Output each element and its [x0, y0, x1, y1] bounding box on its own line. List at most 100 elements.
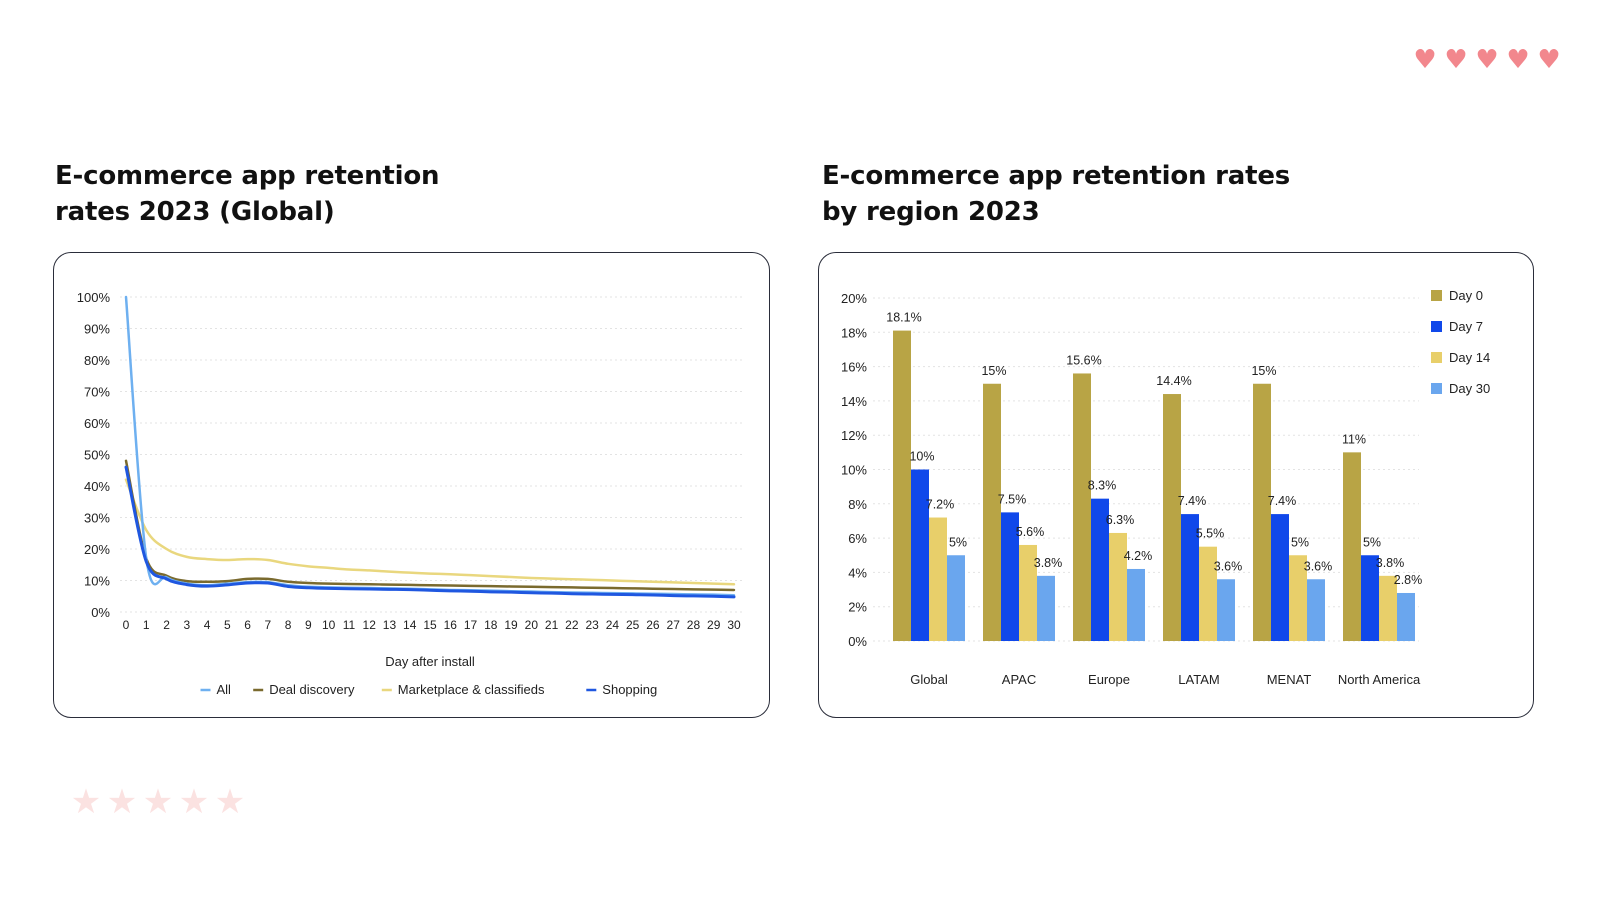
legend-swatch-day-0	[1431, 290, 1442, 301]
data-label: 15.6%	[1066, 353, 1101, 367]
line-chart-title-line1: E-commerce app retention	[55, 161, 440, 191]
bar-day-14	[1109, 532, 1127, 641]
bar-chart-title-line1: E-commerce app retention rates	[822, 161, 1291, 191]
stars-rating: ★ ★ ★ ★ ★	[70, 782, 246, 822]
data-label: 3.6%	[1304, 559, 1333, 573]
data-label: 11%	[1342, 432, 1366, 446]
x-category-label: LATAM	[1178, 672, 1219, 687]
legend-label-day-0: Day 0	[1449, 288, 1483, 303]
x-tick-label: 8	[285, 618, 292, 632]
heart-icon: ♥	[1537, 45, 1561, 75]
x-tick-label: 7	[265, 618, 272, 632]
data-label: 5%	[949, 535, 967, 549]
bar-day-7	[1181, 514, 1199, 641]
y-tick-label: 80%	[84, 353, 110, 368]
x-tick-label: 25	[626, 618, 640, 632]
series-line-marketplace-classifieds	[124, 478, 736, 586]
x-tick-label: 28	[687, 618, 701, 632]
bar-day-7	[1361, 555, 1379, 641]
legend-label-marketplace-classifieds: Marketplace & classifieds	[398, 682, 545, 697]
series-line-shopping	[124, 465, 736, 599]
y-tick-label: 20%	[84, 542, 110, 557]
line-chart: 0%10%20%30%40%50%60%70%80%90%100%0 1 2 3 4 5 6…	[77, 290, 744, 697]
bar-day-0	[983, 383, 1001, 641]
legend-label-day-14: Day 14	[1449, 350, 1490, 365]
star-icon: ★	[142, 782, 174, 822]
y-tick-label: 10%	[84, 574, 110, 589]
y-tick-label: 8%	[848, 497, 867, 512]
heart-icon: ♥	[1506, 45, 1530, 75]
y-tick-label: 90%	[84, 322, 110, 337]
legend-label-deal-discovery: Deal discovery	[269, 682, 355, 697]
x-tick-label: 22	[565, 618, 579, 632]
y-tick-label: 0%	[848, 634, 867, 649]
y-tick-label: 16%	[841, 360, 867, 375]
line-chart-title: E-commerce app retention rates 2023 (Glo…	[55, 158, 440, 230]
data-label: 7.4%	[1178, 494, 1207, 508]
data-label: 6.3%	[1106, 513, 1135, 527]
bar-day-30	[947, 555, 965, 641]
data-label: 2.8%	[1394, 573, 1423, 587]
bar-chart-card: 0% 2% 4% 6% 8% 10% 12% 14% 16% 18% 20% 18.1% 10% 7.2%…	[818, 252, 1534, 718]
bar-day-14	[1379, 575, 1397, 641]
data-label: 15%	[1251, 364, 1276, 378]
bar-day-30	[1397, 592, 1415, 641]
data-label: 5%	[1363, 535, 1381, 549]
y-tick-label: 10%	[841, 463, 867, 478]
data-label: 8.3%	[1088, 479, 1117, 493]
data-label: 10%	[909, 450, 934, 464]
y-tick-label: 12%	[841, 428, 867, 443]
line-chart-card: 0% 10% 20% 30% 40% 50% 60% 70% 80% 90% 100% 0 1 2 3 4 5 6…	[53, 252, 770, 718]
bar-day-30	[1037, 575, 1055, 641]
data-label: 5%	[1291, 535, 1309, 549]
x-tick-label: 3	[183, 618, 190, 632]
data-label: 7.4%	[1268, 494, 1297, 508]
y-tick-label: 70%	[84, 385, 110, 400]
bar-day-0	[1073, 373, 1091, 641]
heart-icon: ♥	[1475, 45, 1499, 75]
legend-label-shopping: Shopping	[602, 682, 657, 697]
y-tick-label: 0%	[91, 605, 110, 620]
bar-day-0	[1253, 383, 1271, 641]
y-tick-label: 100%	[77, 290, 111, 305]
x-tick-label: 2	[163, 618, 170, 632]
x-category-label: Global	[910, 672, 948, 687]
x-tick-label: 16	[444, 618, 458, 632]
x-tick-label: 4	[204, 618, 211, 632]
heart-icon: ♥	[1444, 45, 1468, 75]
bar-day-7	[1271, 514, 1289, 641]
x-tick-label: 17	[464, 618, 478, 632]
x-tick-label: 12	[363, 618, 377, 632]
x-tick-label: 14	[403, 618, 417, 632]
x-tick-label: 23	[585, 618, 599, 632]
data-label: 3.6%	[1214, 559, 1243, 573]
x-tick-label: 15	[423, 618, 437, 632]
bar-day-30	[1127, 568, 1145, 641]
legend-label-day-30: Day 30	[1449, 381, 1490, 396]
bar-day-0	[1343, 452, 1361, 641]
y-tick-label: 30%	[84, 511, 110, 526]
y-tick-label: 60%	[84, 416, 110, 431]
hearts-rating: ♥ ♥ ♥ ♥ ♥	[1412, 45, 1562, 75]
x-tick-label: 11	[343, 618, 356, 632]
y-tick-label: 18%	[841, 325, 867, 340]
data-label: 18.1%	[886, 311, 921, 325]
bar-chart-title: E-commerce app retention rates by region…	[822, 158, 1290, 230]
y-tick-label: 4%	[848, 565, 867, 580]
legend-swatch-day-7	[1431, 321, 1442, 332]
y-tick-label: 14%	[841, 394, 867, 409]
star-icon: ★	[214, 782, 246, 822]
x-category-label: MENAT	[1267, 672, 1312, 687]
bar-day-14	[1289, 555, 1307, 641]
star-icon: ★	[178, 782, 210, 822]
bar-day-7	[1091, 498, 1109, 641]
x-tick-label: 13	[383, 618, 397, 632]
bar-day-14	[929, 517, 947, 641]
x-axis-label: Day after install	[385, 654, 475, 669]
legend-label-all: All	[217, 682, 232, 697]
y-tick-label: 50%	[84, 448, 110, 463]
bar-day-7	[911, 469, 929, 641]
series-line-all	[124, 295, 736, 597]
star-icon: ★	[70, 782, 102, 822]
x-tick-label: 18	[484, 618, 498, 632]
